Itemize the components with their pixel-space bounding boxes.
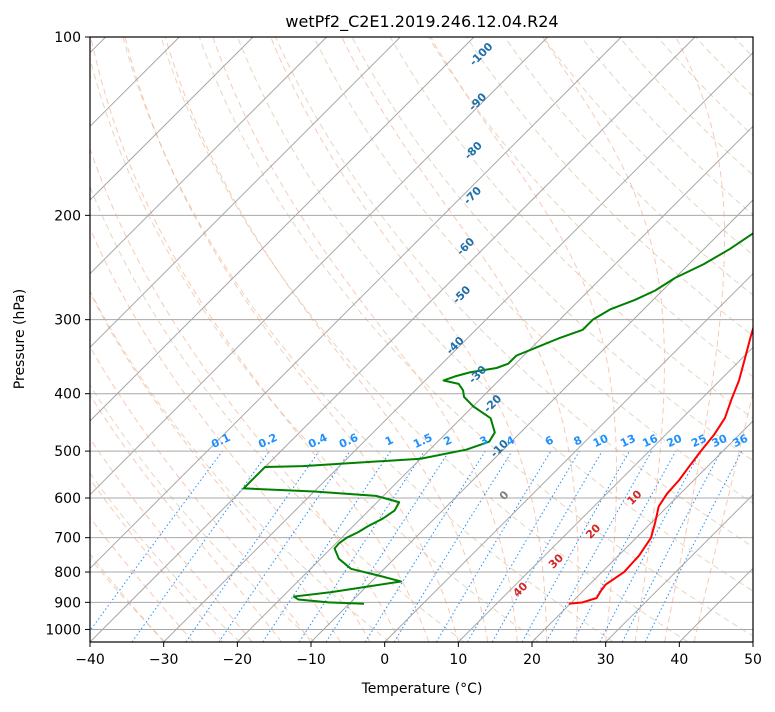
isotherm <box>90 37 549 496</box>
dry-adiabat <box>618 37 753 176</box>
mixing-ratio-line <box>131 450 270 642</box>
moist-adiabat <box>270 37 548 642</box>
dry-adiabat <box>351 37 753 462</box>
moist-adiabat <box>90 37 430 642</box>
isotherm <box>90 37 401 349</box>
mixing-ratio-label: 16 <box>640 432 660 450</box>
moist-adiabat <box>542 37 665 642</box>
dry-adiabat <box>466 37 753 337</box>
mixing-ratio-line <box>185 450 320 642</box>
y-tick-label: 700 <box>54 531 81 547</box>
dry-adiabat <box>313 37 753 504</box>
moist-adiabat <box>90 227 371 642</box>
chart-title: wetPf2_C2E1.2019.246.12.04.R24 <box>285 12 558 32</box>
isotherm <box>90 37 622 570</box>
dry-adiabat <box>580 37 753 216</box>
dry-adiabat <box>237 37 753 592</box>
x-tick-label: 50 <box>744 652 762 668</box>
x-tick-label: 30 <box>597 652 615 668</box>
mixing-ratio-line <box>393 450 513 642</box>
dry-adiabat <box>90 384 315 642</box>
x-tick-label: 40 <box>670 652 688 668</box>
mixing-ratio-label: 13 <box>618 432 637 450</box>
mixing-ratio-label: 20 <box>665 432 685 450</box>
isotherm <box>457 346 753 642</box>
dewpoint-profile <box>242 232 753 605</box>
x-tick-label: −40 <box>75 652 105 668</box>
axes: −40 −30 −20 −10 0 10 20 30 40 50 100 200 300 400 500 60… <box>45 30 762 668</box>
isotherm <box>90 37 328 275</box>
x-tick-label: 0 <box>380 652 389 668</box>
series-layer <box>242 232 753 605</box>
y-tick-label: 1000 <box>45 622 81 638</box>
isotherm <box>384 272 753 642</box>
moist-adiabat <box>164 37 489 642</box>
mixing-ratio-line <box>491 450 603 642</box>
moist-adiabat <box>90 478 223 642</box>
moist-adiabat <box>124 37 459 642</box>
moist-adiabat <box>430 37 618 642</box>
dry-adiabat <box>90 290 390 642</box>
isotherm <box>605 493 753 642</box>
dry-adiabat <box>198 37 753 637</box>
y-tick-label: 800 <box>54 565 81 581</box>
moist-adiabat <box>90 437 253 642</box>
mixing-ratio-label: 25 <box>689 432 708 450</box>
y-tick-label: 900 <box>54 595 81 611</box>
isotherm <box>90 37 254 201</box>
mixing-ratio-line <box>364 450 486 642</box>
mixing-ratio-line <box>467 450 580 642</box>
mixing-ratio-label: 30 <box>710 432 730 450</box>
mixing-ratio-label: 36 <box>731 432 751 450</box>
y-tick-label: 300 <box>54 313 81 329</box>
y-tick-label: 600 <box>54 491 81 507</box>
isotherm <box>90 37 475 422</box>
moist-adiabat <box>693 390 753 642</box>
moist-adiabat <box>90 553 165 642</box>
dry-adiabat <box>160 37 689 642</box>
moist-adiabat <box>212 37 518 642</box>
isotherm <box>310 199 753 642</box>
moist-adiabat <box>90 394 282 642</box>
moist-adiabat <box>664 37 726 642</box>
isotherm <box>90 37 696 642</box>
mixing-ratio-line <box>325 450 450 642</box>
x-tick-label: −10 <box>296 652 326 668</box>
isotherm <box>236 125 753 642</box>
grid-lines <box>90 37 753 642</box>
mixing-ratio-label: 10 <box>591 432 611 450</box>
moist-adiabat <box>341 37 579 642</box>
x-tick-label: −20 <box>223 652 253 668</box>
plot-frame <box>89 36 754 643</box>
x-axis-label: Temperature (°C) <box>361 681 483 697</box>
dry-adiabat <box>90 56 540 642</box>
mixing-ratio-line <box>218 450 351 642</box>
dry-adiabat <box>275 37 753 548</box>
y-tick-label: 500 <box>54 444 81 460</box>
mixing-ratio-line <box>90 450 223 632</box>
y-tick-label: 100 <box>54 30 81 46</box>
isotherm <box>163 51 753 642</box>
dry-adiabat <box>122 37 614 642</box>
mixing-ratio-line <box>435 450 552 642</box>
isotherm <box>531 420 753 642</box>
temperature-profile <box>568 325 753 605</box>
mixing-ratio-line <box>572 450 677 642</box>
x-tick-label: 20 <box>523 652 541 668</box>
moist-adiabat <box>90 516 194 642</box>
dry-adiabat <box>90 185 465 642</box>
dry-adiabat <box>427 37 753 378</box>
dry-adiabat <box>389 37 753 420</box>
y-tick-label: 200 <box>54 208 81 224</box>
x-tick-label: −30 <box>149 652 179 668</box>
y-tick-label: 400 <box>54 387 81 403</box>
mixing-ratio-line <box>521 450 630 642</box>
x-tick-label: 10 <box>449 652 467 668</box>
dry-adiabat <box>504 37 753 296</box>
y-axis-label: Pressure (hPa) <box>12 289 28 389</box>
